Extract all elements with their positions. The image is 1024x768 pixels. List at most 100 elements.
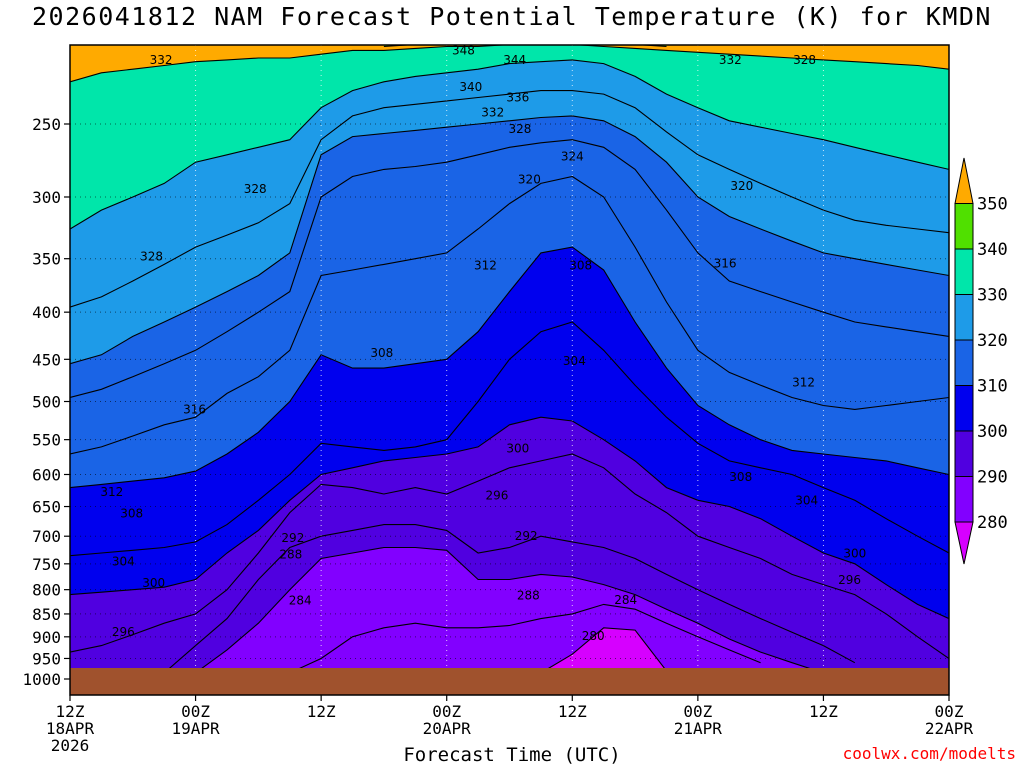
- contour-label-300: 300: [142, 576, 165, 590]
- contour-label-312: 312: [474, 259, 497, 273]
- colorbar-label-290: 290: [977, 468, 1008, 488]
- xtick-label-60-1: 21APR: [674, 719, 723, 738]
- band-280: [549, 627, 665, 668]
- xtick-label-60-0: 00Z: [683, 702, 712, 721]
- ytick-label-250: 250: [32, 115, 61, 134]
- ytick-label-550: 550: [32, 431, 61, 450]
- xtick-label-24-0: 12Z: [307, 702, 336, 721]
- ground-surface: [70, 668, 949, 695]
- contour-label-296: 296: [112, 625, 135, 639]
- contour-300: [70, 416, 949, 620]
- contour-label-348: 348: [452, 43, 475, 57]
- contour-label-308: 308: [729, 470, 752, 484]
- contour-label-284: 284: [289, 594, 312, 608]
- contour-288: [201, 546, 811, 668]
- ytick-label-600: 600: [32, 465, 61, 484]
- contour-label-304: 304: [112, 555, 135, 569]
- contour-label-316: 316: [183, 402, 206, 416]
- ytick-label-350: 350: [32, 250, 61, 269]
- contour-label-296: 296: [485, 488, 508, 502]
- contour-320: [70, 115, 949, 365]
- contour-label-320: 320: [518, 172, 541, 186]
- plot-area: [70, 39, 949, 668]
- colorbar-label-330: 330: [977, 286, 1008, 306]
- contour-label-324: 324: [561, 149, 584, 163]
- contour-label-308: 308: [370, 346, 393, 360]
- contour-label-320: 320: [730, 179, 753, 193]
- contour-292: [168, 524, 856, 668]
- xtick-label-0-2: 2026: [51, 736, 90, 755]
- colorbar: 280 290 300 310 320 330 340 350: [954, 157, 1008, 565]
- contour-296: [70, 453, 949, 659]
- contour-label-288: 288: [279, 548, 302, 562]
- colorbar-label-280: 280: [977, 513, 1008, 533]
- ytick-label-900: 900: [32, 628, 61, 647]
- contour-label-340: 340: [459, 80, 482, 94]
- contour-label-308: 308: [569, 259, 592, 273]
- colorbar-label-300: 300: [977, 422, 1008, 442]
- band-348: [415, 39, 572, 45]
- source-credit: coolwx.com/modelts: [842, 744, 1016, 763]
- contour-label-304: 304: [795, 493, 818, 507]
- ytick-label-850: 850: [32, 605, 61, 624]
- ytick-label-450: 450: [32, 350, 61, 369]
- contour-label-328: 328: [793, 53, 816, 67]
- colorbar-band-300: [954, 385, 974, 432]
- colorbar-label-310: 310: [977, 377, 1008, 397]
- xtick-label-84-0: 00Z: [935, 702, 964, 721]
- contour-308: [70, 246, 949, 489]
- plot-frame: [69, 44, 950, 696]
- xtick-label-36-1: 20APR: [423, 719, 472, 738]
- contour-label-292: 292: [515, 529, 538, 543]
- colorbar-label-320: 320: [977, 331, 1008, 351]
- chart-title: 2026041812 NAM Forecast Potential Temper…: [32, 2, 992, 31]
- ytick-label-1000: 1000: [22, 670, 61, 689]
- ytick-label-950: 950: [32, 649, 61, 668]
- contour-304: [70, 321, 949, 557]
- xtick-label-0-0: 12Z: [56, 702, 85, 721]
- contour-312: [70, 175, 949, 455]
- contour-label-332: 332: [481, 106, 504, 120]
- contour-label-296: 296: [838, 573, 861, 587]
- ytick-label-650: 650: [32, 498, 61, 517]
- contour-348: [415, 39, 572, 41]
- colorbar-label-340: 340: [977, 240, 1008, 260]
- contour-label-328: 328: [244, 182, 267, 196]
- colorbar-band-310: [954, 339, 974, 386]
- colorbar-band-320: [954, 294, 974, 341]
- xtick-label-72-0: 12Z: [809, 702, 838, 721]
- contour-label-312: 312: [100, 485, 123, 499]
- xtick-label-0-1: 18APR: [46, 719, 95, 738]
- filled-contours: [70, 39, 949, 668]
- contour-label-332: 332: [150, 53, 173, 67]
- colorbar-band-280: [954, 476, 974, 523]
- xtick-label-36-0: 00Z: [432, 702, 461, 721]
- ytick-label-800: 800: [32, 581, 61, 600]
- contour-lines: [70, 39, 949, 668]
- contour-280: [548, 627, 665, 668]
- contour-label-316: 316: [714, 256, 737, 270]
- contour-label-292: 292: [281, 531, 304, 545]
- colorbar-band-340: [954, 203, 974, 250]
- grid-lines: [70, 45, 949, 668]
- xtick-label-48-0: 12Z: [558, 702, 587, 721]
- contour-label-304: 304: [563, 354, 586, 368]
- xtick-label-12-0: 00Z: [181, 702, 210, 721]
- contour-label-336: 336: [506, 91, 529, 105]
- y-axis-ticks: 250 300 350 400 450 500 550 600 650 700 750 800 850 9…: [22, 115, 70, 689]
- x-axis-label: Forecast Time (UTC): [403, 744, 621, 766]
- colorbar-max-arrow: [954, 157, 974, 204]
- xtick-label-84-1: 22APR: [925, 719, 974, 738]
- contour-324: [70, 90, 949, 308]
- contour-label-328: 328: [140, 249, 163, 263]
- contour-label-300: 300: [843, 547, 866, 561]
- ytick-label-300: 300: [32, 188, 61, 207]
- ytick-label-700: 700: [32, 527, 61, 546]
- ytick-label-400: 400: [32, 303, 61, 322]
- contour-label-308: 308: [120, 506, 143, 520]
- contour-label-332: 332: [719, 53, 742, 67]
- contour-label-288: 288: [517, 589, 540, 603]
